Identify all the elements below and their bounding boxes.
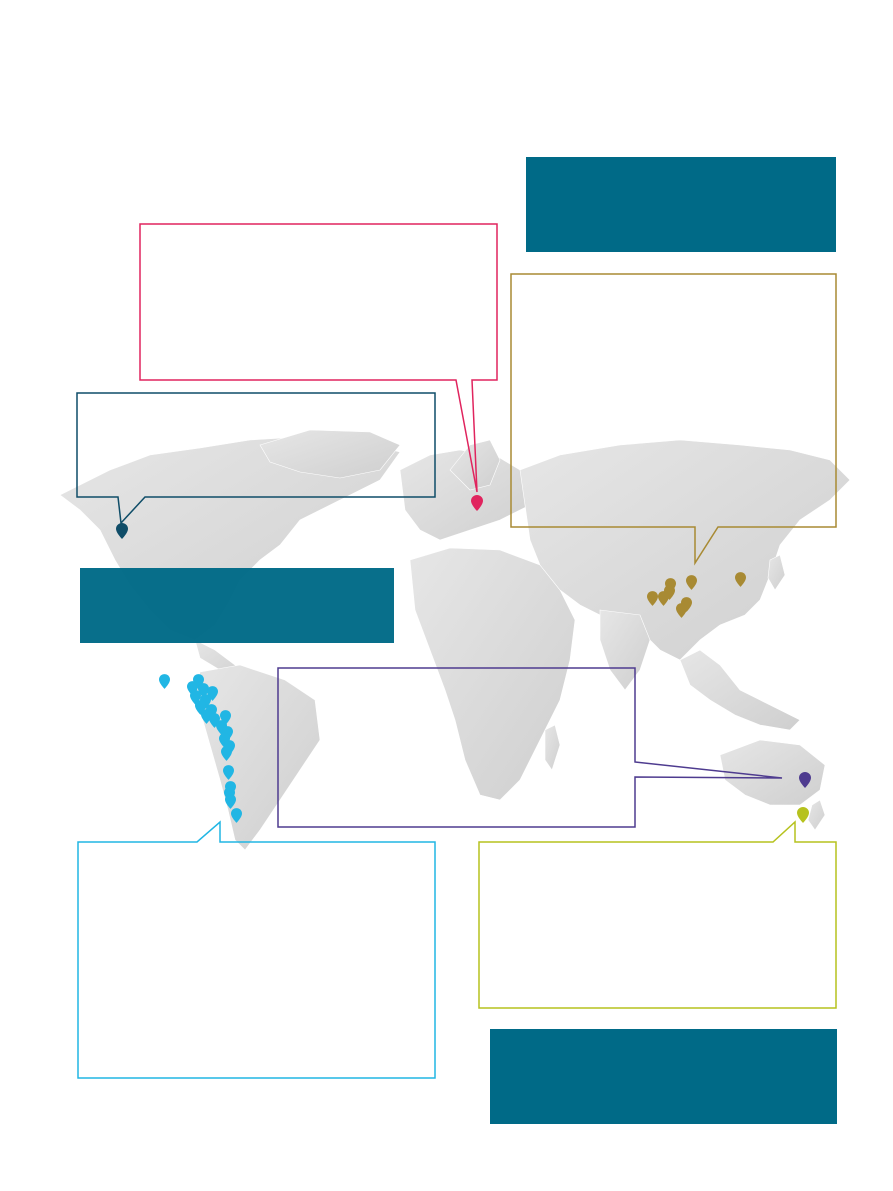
india [599, 609, 651, 691]
callout-purple [277, 667, 783, 828]
teal-panel-bottom-right [490, 1029, 837, 1124]
japan [767, 554, 786, 591]
callouts [76, 223, 837, 1079]
callout-gold [510, 273, 837, 566]
scandinavia [449, 439, 501, 491]
greenland [259, 429, 401, 479]
callout-lime [478, 820, 837, 1009]
teal-panel-top-right [526, 157, 836, 252]
africa [409, 547, 576, 801]
callout-cyan [77, 820, 436, 1079]
map-pin-icon[interactable] [159, 674, 170, 689]
australia [719, 739, 826, 806]
map-pin-icon[interactable] [797, 807, 809, 823]
callout-pink [139, 223, 498, 493]
callout-navy [76, 392, 436, 525]
markers-new-zealand [797, 807, 809, 823]
madagascar [544, 724, 561, 771]
asia [519, 439, 851, 661]
teal-panel-left [80, 568, 394, 643]
new-zealand [807, 799, 826, 831]
southeast-asia [679, 649, 801, 731]
